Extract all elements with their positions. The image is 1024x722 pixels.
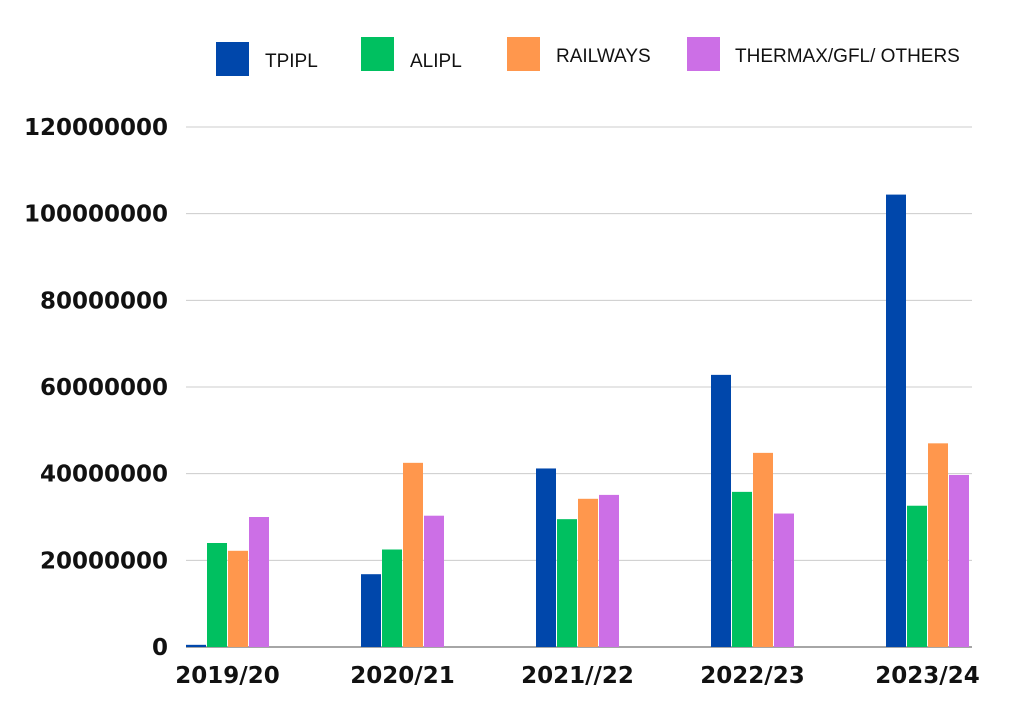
legend-label: THERMAX/GFL/ OTHERS [735, 46, 960, 67]
x-tick-label: 2021//22 [521, 663, 634, 689]
x-tick-label: 2023/24 [875, 663, 979, 689]
bar [907, 505, 927, 647]
legend-swatch [216, 42, 249, 76]
y-tick-label: 80000000 [40, 288, 168, 314]
legend-swatch [687, 37, 720, 71]
y-tick-label: 40000000 [40, 462, 168, 488]
y-tick-label: 100000000 [24, 202, 168, 228]
bar [361, 574, 381, 647]
bar [732, 491, 752, 647]
bar [249, 517, 269, 647]
bar [424, 515, 444, 647]
bars [186, 194, 969, 647]
x-axis-ticks: 2019/20 2020/21 2021//22 2022/23 2023/24 [175, 663, 979, 689]
x-tick-label: 2019/20 [175, 663, 279, 689]
bar [557, 519, 577, 647]
bar [949, 474, 969, 647]
bar [207, 543, 227, 647]
bar [403, 462, 423, 647]
bar [228, 550, 248, 647]
bar [536, 468, 556, 647]
bar [928, 443, 948, 647]
legend-label: RAILWAYS [556, 46, 651, 67]
legend-label: TPIPL [265, 51, 318, 72]
y-axis-ticks: 0 20000000 40000000 60000000 80000000 1000000… [24, 115, 168, 661]
y-tick-label: 60000000 [40, 375, 168, 401]
bar [599, 494, 619, 647]
bar [774, 513, 794, 647]
y-tick-label: 20000000 [40, 548, 168, 574]
bar [186, 644, 206, 647]
bar [578, 498, 598, 647]
bar [753, 452, 773, 647]
y-tick-label: 120000000 [24, 115, 168, 141]
legend-swatch [507, 37, 540, 71]
bar [886, 194, 906, 647]
bar [711, 374, 731, 647]
legend-label: ALIPL [410, 51, 462, 72]
bar [382, 549, 402, 647]
x-tick-label: 2020/21 [350, 663, 454, 689]
x-tick-label: 2022/23 [700, 663, 804, 689]
y-tick-label: 0 [152, 635, 168, 661]
legend: TPIPL ALIPL RAILWAYS THERMAX/GFL/ OTHERS [216, 37, 960, 76]
legend-swatch [361, 37, 394, 71]
